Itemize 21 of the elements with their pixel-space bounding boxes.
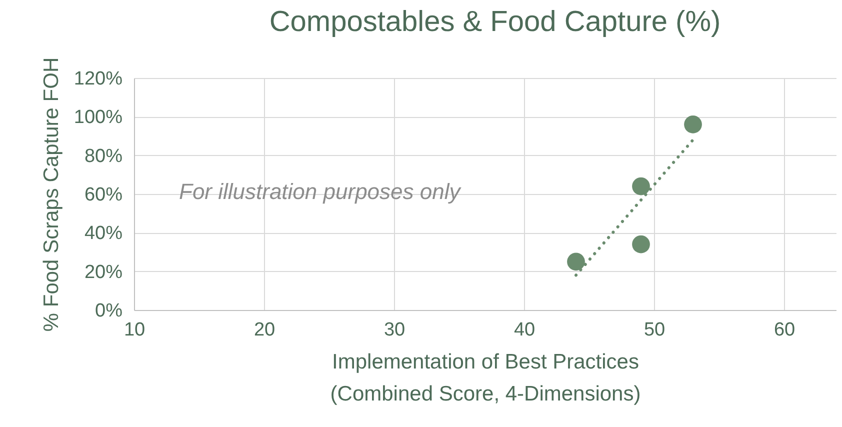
chart-title: Compostables & Food Capture (%) bbox=[269, 6, 721, 38]
x-tick-label: 10 bbox=[124, 320, 146, 340]
x-axis-title: Implementation of Best Practices (Combined Score, 4-Dimensions) bbox=[330, 350, 641, 406]
y-tick-label: 40% bbox=[84, 223, 123, 244]
x-tick-label: 60 bbox=[774, 320, 796, 340]
y-tick-label: 120% bbox=[74, 68, 123, 90]
point bbox=[632, 177, 650, 196]
point bbox=[632, 235, 650, 254]
y-tick-label: 100% bbox=[74, 107, 123, 128]
point bbox=[684, 115, 702, 134]
y-tick-label: 20% bbox=[84, 262, 123, 283]
x-tick-label: 20 bbox=[254, 320, 276, 340]
y-axis-title: % Food Scraps Capture FOH bbox=[40, 57, 63, 332]
y-tick-label: 80% bbox=[84, 146, 123, 167]
point bbox=[567, 252, 585, 271]
y-tick-label: 60% bbox=[84, 184, 123, 206]
annotation: For illustration purposes only bbox=[179, 179, 462, 204]
x-tick-label: 40 bbox=[514, 320, 536, 340]
x-tick-label: 30 bbox=[384, 320, 406, 340]
x-tick-label: 50 bbox=[644, 320, 666, 340]
y-tick-label: 0% bbox=[95, 300, 123, 322]
